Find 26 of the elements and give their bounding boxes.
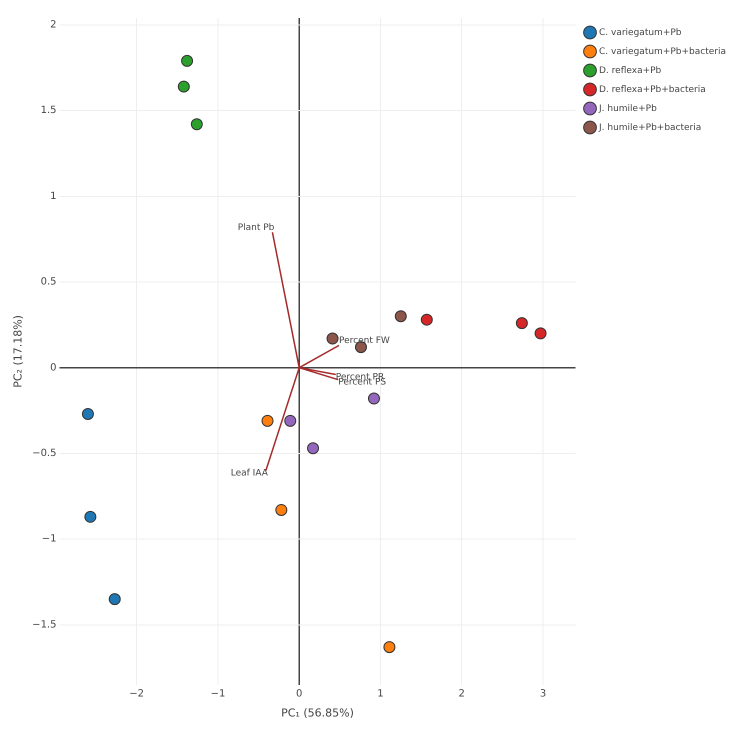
legend-label: D. reflexa+Pb+bacteria bbox=[599, 84, 706, 95]
series-label: Plant Pb bbox=[238, 223, 275, 234]
y-tick-label: 0 bbox=[50, 362, 56, 374]
x-tick-label: −2 bbox=[129, 688, 144, 700]
series-label: Leaf IAA bbox=[230, 468, 269, 478]
x-tick-label: −1 bbox=[210, 688, 226, 700]
y-tick-label: 2 bbox=[50, 19, 56, 30]
y-tick-label: 1.5 bbox=[40, 105, 56, 116]
legend-label: J. humile+Pb bbox=[598, 104, 658, 114]
series-label: Percent FW bbox=[339, 336, 390, 346]
y-tick-label: −1 bbox=[42, 534, 56, 545]
x-tick-label: 2 bbox=[458, 688, 465, 700]
x-axis-title: PC₁ (56.85%) bbox=[281, 706, 354, 720]
y-tick-label: −1.5 bbox=[32, 619, 56, 630]
legend-label: J. humile+Pb+bacteria bbox=[598, 122, 702, 133]
x-tick-label: 3 bbox=[540, 688, 546, 700]
y-tick-label: 1 bbox=[50, 190, 56, 202]
series-label: Percent PS bbox=[338, 378, 386, 388]
legend-label: C. variegatum+Pb bbox=[599, 28, 682, 38]
y-axis-title: PC₂ (17.18%) bbox=[11, 315, 24, 388]
legend-label: D. reflexa+Pb bbox=[599, 66, 662, 76]
y-tick-label: −0.5 bbox=[32, 448, 56, 459]
x-tick-label: 0 bbox=[296, 688, 302, 700]
x-tick-label: 1 bbox=[377, 688, 384, 700]
y-tick-label: 0.5 bbox=[40, 276, 56, 288]
legend-label: C. variegatum+Pb+bacteria bbox=[599, 46, 726, 57]
